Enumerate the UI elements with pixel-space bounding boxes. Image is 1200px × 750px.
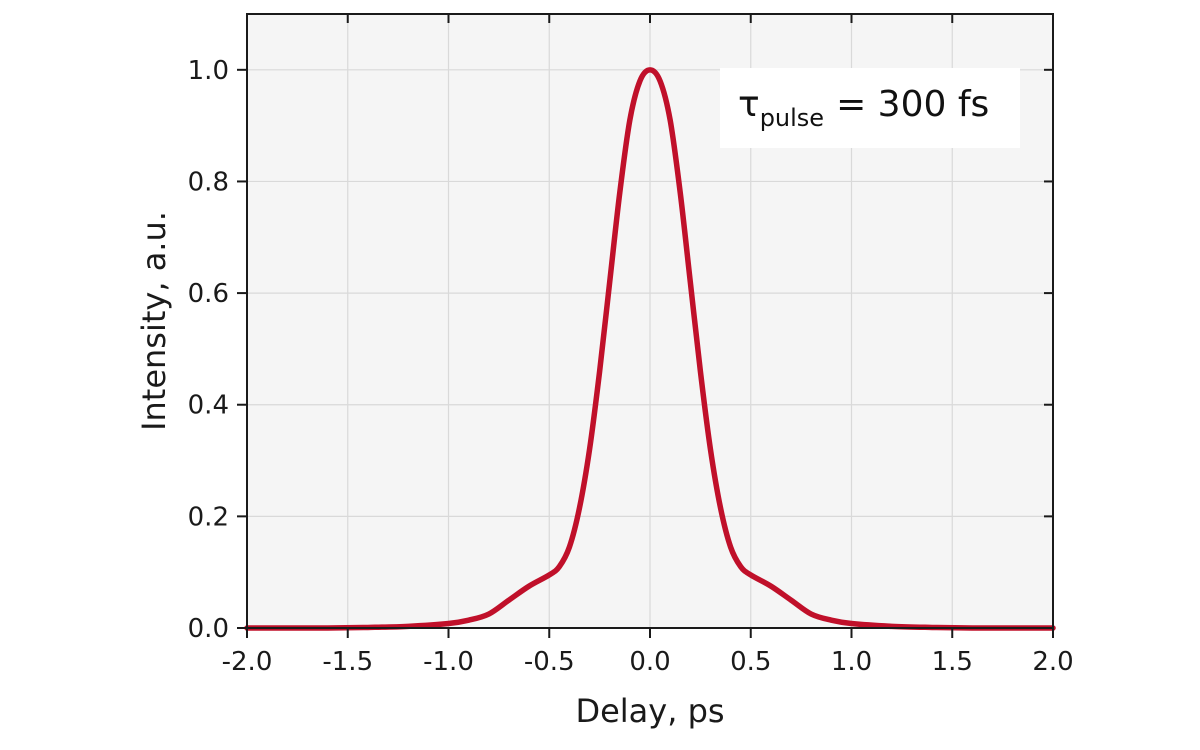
annotation-text: τpulse = 300 fs [738, 84, 989, 132]
x-tick-label: 1.5 [932, 647, 973, 677]
x-tick-label: 0.5 [730, 647, 771, 677]
x-tick-label: 0.0 [629, 647, 670, 677]
x-tick-label: 2.0 [1032, 647, 1073, 677]
x-tick-label: -1.5 [322, 647, 373, 677]
x-tick-label: -1.0 [423, 647, 474, 677]
y-axis-title: Intensity, a.u. [135, 211, 173, 431]
annotation-value: = 300 fs [836, 84, 989, 125]
y-tick-label: 0.0 [188, 614, 229, 644]
series-line [244, 67, 1056, 631]
y-tick-label: 1.0 [188, 56, 229, 86]
annotation-symbol: τ [738, 84, 760, 125]
annotation: τpulse = 300 fs [720, 68, 1020, 148]
series-layer [244, 67, 1056, 631]
ticks [237, 14, 1054, 638]
tick-labels: -2.0 -1.5 -1.0 -0.5 0.0 0.5 1.0 1.5 2.0 0.0 0.2 0.4… [188, 56, 1074, 677]
annotation-subscript: pulse [760, 104, 824, 132]
x-tick-label: -2.0 [222, 647, 273, 677]
y-tick-label: 0.4 [188, 391, 229, 421]
annotation-background [720, 68, 1020, 148]
y-tick-label: 0.6 [188, 279, 229, 309]
x-axis-title: Delay, ps [575, 692, 724, 730]
y-tick-label: 0.8 [188, 167, 229, 197]
x-tick-label: -0.5 [524, 647, 575, 677]
y-tick-label: 0.2 [188, 502, 229, 532]
x-tick-label: 1.0 [831, 647, 872, 677]
